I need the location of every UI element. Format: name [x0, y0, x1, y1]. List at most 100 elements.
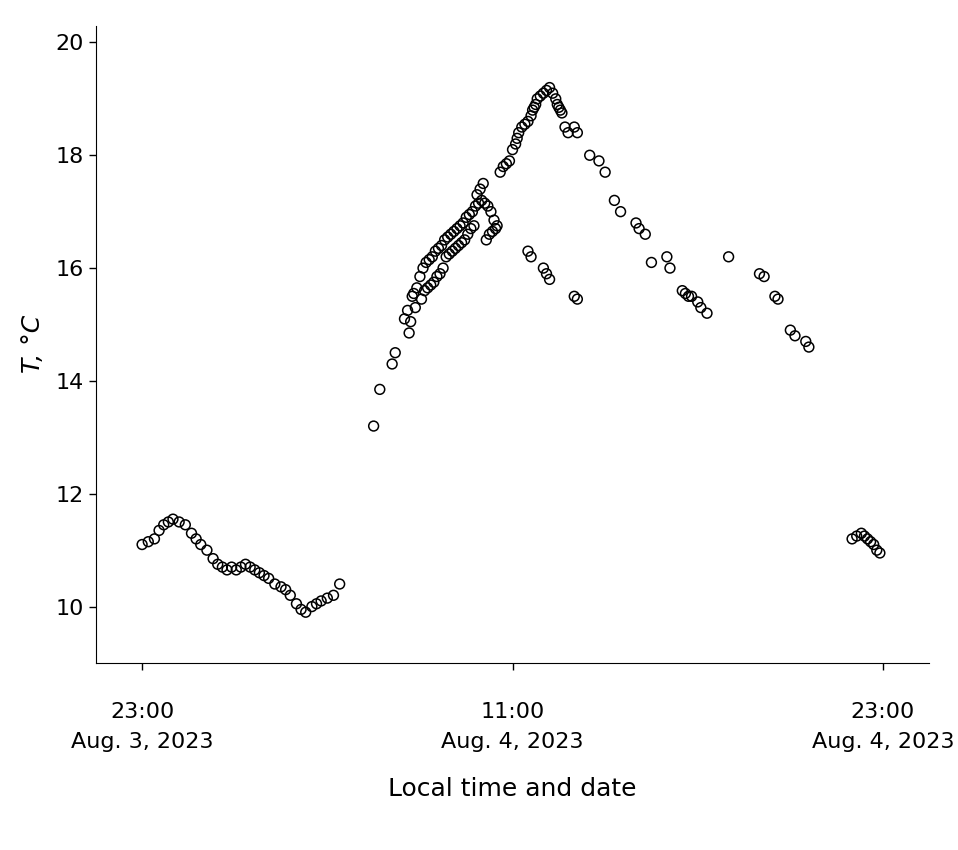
Point — [171, 515, 187, 529]
Point — [404, 290, 420, 303]
Point — [490, 219, 505, 233]
Point — [659, 250, 674, 264]
Point — [536, 261, 551, 275]
Point — [141, 535, 156, 548]
Point — [475, 177, 490, 190]
Point — [872, 547, 887, 560]
Point — [591, 154, 606, 167]
Point — [399, 303, 415, 317]
Point — [403, 314, 419, 328]
Point — [488, 222, 503, 235]
Point — [548, 92, 563, 105]
Text: Local time and date: Local time and date — [388, 777, 637, 801]
Point — [684, 290, 699, 303]
Point — [863, 535, 878, 548]
Point — [869, 543, 884, 557]
Point — [224, 560, 240, 574]
Point — [510, 132, 525, 145]
Point — [423, 278, 439, 292]
Point — [401, 326, 417, 340]
Point — [495, 160, 511, 173]
Point — [166, 513, 181, 526]
Point — [699, 306, 715, 320]
Point — [397, 312, 412, 326]
Point — [449, 222, 465, 235]
Point — [417, 284, 432, 298]
Point — [384, 357, 399, 371]
Point — [238, 558, 253, 571]
Point — [674, 284, 690, 298]
Point — [298, 605, 313, 619]
Point — [752, 267, 767, 280]
Text: 23:00: 23:00 — [851, 702, 915, 722]
Point — [426, 275, 442, 289]
Point — [184, 526, 199, 540]
Point — [326, 588, 341, 602]
Point — [606, 194, 622, 207]
Point — [533, 89, 548, 103]
Point — [558, 120, 573, 133]
Point — [442, 247, 457, 261]
Point — [482, 228, 497, 241]
Point — [464, 222, 479, 235]
Point — [553, 104, 568, 117]
Point — [134, 538, 149, 552]
Point — [866, 538, 881, 552]
Point — [320, 592, 335, 605]
Point — [844, 532, 859, 546]
Point — [511, 126, 526, 139]
Point — [215, 560, 230, 574]
Point — [560, 126, 576, 139]
Point — [628, 216, 644, 230]
Point — [479, 233, 494, 246]
Point — [520, 244, 536, 258]
Text: Aug. 4, 2023: Aug. 4, 2023 — [442, 733, 583, 752]
Point — [480, 199, 495, 212]
Point — [854, 526, 869, 540]
Point — [477, 196, 492, 210]
Point — [278, 583, 293, 597]
Point — [767, 290, 783, 303]
Point — [414, 292, 429, 306]
Point — [406, 286, 422, 300]
Point — [293, 603, 308, 616]
Point — [505, 143, 520, 156]
Point — [427, 244, 443, 258]
Point — [283, 588, 298, 602]
Point — [538, 83, 554, 97]
Point — [452, 219, 468, 233]
Point — [681, 290, 696, 303]
Point — [849, 530, 864, 543]
Point — [523, 250, 538, 264]
Point — [538, 267, 554, 280]
Point — [261, 571, 276, 585]
Point — [454, 236, 469, 250]
Point — [233, 560, 248, 574]
Point — [151, 524, 167, 537]
Point — [662, 261, 677, 275]
Point — [332, 577, 348, 591]
Point — [420, 281, 435, 295]
Point — [416, 261, 431, 275]
Point — [638, 228, 653, 241]
Point — [267, 577, 283, 591]
Point — [388, 346, 403, 360]
Point — [783, 323, 798, 337]
Point — [189, 532, 204, 546]
Point — [465, 205, 480, 218]
Point — [555, 106, 570, 120]
Point — [757, 269, 772, 283]
Point — [424, 250, 440, 264]
Point — [257, 569, 272, 582]
Point — [523, 109, 538, 122]
Point — [247, 563, 262, 576]
Point — [677, 286, 693, 300]
Point — [147, 532, 162, 546]
Point — [419, 256, 434, 269]
Point — [856, 530, 872, 543]
Point — [487, 213, 502, 227]
Point — [545, 87, 560, 100]
Point — [468, 199, 483, 212]
Point — [451, 239, 467, 252]
Point — [520, 115, 536, 128]
